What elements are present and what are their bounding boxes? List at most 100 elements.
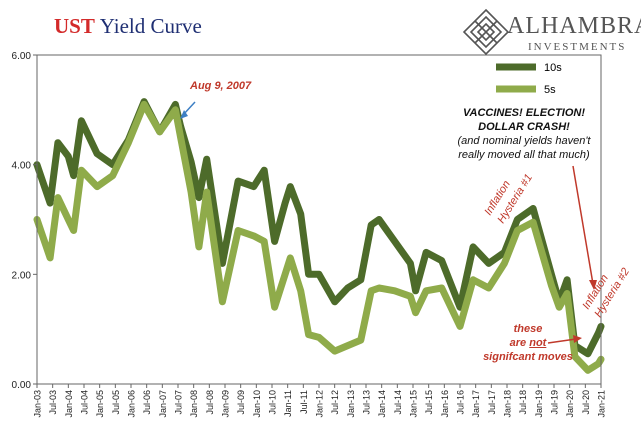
- title-ust: UST: [54, 14, 95, 38]
- x-tick-label: Jan-09: [221, 390, 231, 418]
- data-point-10s: [532, 207, 534, 210]
- annotation-aug-2007: Aug 9, 2007: [190, 80, 252, 92]
- data-point-5s: [516, 229, 519, 232]
- annotation-vaccines: VACCINES! ELECTION! DOLLAR CRASH! (and n…: [436, 106, 612, 162]
- x-tick-label: Jan-21: [597, 390, 607, 418]
- data-point-10s: [370, 224, 373, 226]
- data-point-10s: [67, 155, 70, 158]
- data-point-10s: [503, 251, 506, 254]
- data-point-5s: [72, 229, 75, 232]
- alhambra-lattice-icon: [462, 8, 510, 56]
- data-point-10s: [190, 161, 192, 163]
- x-tick-label: Jan-06: [127, 390, 137, 418]
- data-point-10s: [597, 332, 600, 334]
- data-point-5s: [198, 246, 200, 248]
- data-point-10s: [263, 169, 266, 171]
- data-point-5s: [127, 141, 130, 144]
- data-point-10s: [409, 262, 412, 265]
- data-point-10s: [393, 240, 396, 243]
- data-point-5s: [550, 284, 553, 287]
- data-point-5s: [158, 131, 161, 133]
- data-point-5s: [472, 279, 474, 281]
- data-point-5s: [414, 311, 417, 314]
- data-point-5s: [143, 103, 145, 106]
- title-yield-curve: Yield Curve: [99, 14, 202, 38]
- data-point-10s: [174, 103, 177, 106]
- x-tick-label: Jan-08: [189, 390, 199, 418]
- data-point-10s: [72, 174, 75, 177]
- data-point-5s: [299, 290, 302, 292]
- these-arrow: [547, 338, 577, 344]
- x-tick-label: Jul-20: [581, 390, 591, 415]
- data-point-10s: [57, 141, 59, 144]
- data-point-5s: [409, 295, 412, 298]
- data-point-5s: [273, 306, 276, 309]
- data-point-5s: [284, 273, 286, 276]
- data-point-5s: [393, 290, 396, 292]
- data-point-5s: [289, 257, 292, 259]
- data-point-10s: [299, 213, 302, 215]
- data-point-5s: [190, 191, 192, 193]
- x-tick-label: Jul-03: [48, 390, 58, 415]
- x-tick-label: Jul-05: [111, 390, 121, 415]
- data-point-10s: [587, 353, 589, 355]
- data-point-5s: [111, 174, 114, 177]
- x-tick-label: Jul-10: [268, 390, 278, 415]
- data-point-10s: [80, 120, 83, 122]
- vaccines-line1: VACCINES! ELECTION!: [462, 107, 586, 119]
- data-point-5s: [221, 301, 224, 303]
- data-point-10s: [472, 246, 474, 248]
- data-point-5s: [587, 369, 589, 372]
- data-point-10s: [333, 301, 336, 303]
- data-point-10s: [318, 273, 320, 276]
- data-point-10s: [49, 202, 51, 204]
- vaccines-line2: DOLLAR CRASH!: [478, 121, 570, 133]
- x-tick-label: Jul-04: [80, 390, 90, 415]
- data-point-10s: [289, 185, 292, 188]
- data-point-5s: [318, 336, 320, 339]
- data-point-5s: [307, 333, 310, 336]
- logo-name: ALHAMBRA: [507, 13, 641, 39]
- vaccines-arrow: [572, 165, 594, 285]
- data-point-5s: [346, 344, 349, 347]
- y-tick-label: 0.00: [12, 380, 32, 391]
- x-tick-label: Jul-15: [424, 390, 434, 415]
- data-point-10s: [96, 152, 98, 155]
- data-point-10s: [198, 196, 200, 199]
- x-tick-label: Jan-04: [64, 390, 74, 418]
- x-tick-label: Jul-19: [550, 390, 560, 415]
- x-tick-label: Jan-12: [315, 390, 325, 418]
- x-tick-label: Jul-08: [205, 390, 215, 415]
- data-point-5s: [174, 109, 177, 111]
- data-point-10s: [440, 259, 443, 262]
- y-tick-label: 2.00: [12, 270, 32, 281]
- data-point-5s: [80, 169, 83, 171]
- x-tick-label: Jan-17: [471, 390, 481, 418]
- legend-label-10s: 10s: [544, 62, 562, 74]
- x-tick-label: Jan-16: [440, 390, 450, 418]
- data-point-5s: [96, 185, 98, 188]
- these-line3: signifcant moves: [483, 351, 573, 363]
- x-tick-label: Jan-11: [283, 390, 293, 417]
- these-line2a: are: [509, 337, 530, 349]
- data-point-10s: [111, 163, 114, 166]
- x-tick-label: Jan-20: [565, 390, 575, 418]
- data-point-10s: [360, 279, 362, 281]
- x-tick-label: Jan-14: [377, 390, 387, 418]
- x-tick-label: Jul-09: [236, 390, 246, 415]
- data-point-10s: [414, 290, 417, 292]
- aug-arrowhead: [180, 110, 188, 119]
- these-arrowhead: [573, 335, 582, 343]
- data-point-10s: [237, 180, 239, 182]
- logo-subtitle: INVESTMENTS: [528, 41, 627, 53]
- x-tick-label: Jul-12: [330, 390, 340, 415]
- x-tick-label: Jul-18: [518, 390, 528, 415]
- data-point-5s: [440, 287, 443, 289]
- chart-title: UST Yield Curve: [54, 14, 202, 39]
- x-tick-label: Jul-07: [174, 390, 184, 415]
- data-point-5s: [459, 325, 461, 328]
- data-point-5s: [49, 257, 51, 259]
- data-point-10s: [378, 218, 380, 221]
- data-point-5s: [360, 339, 362, 341]
